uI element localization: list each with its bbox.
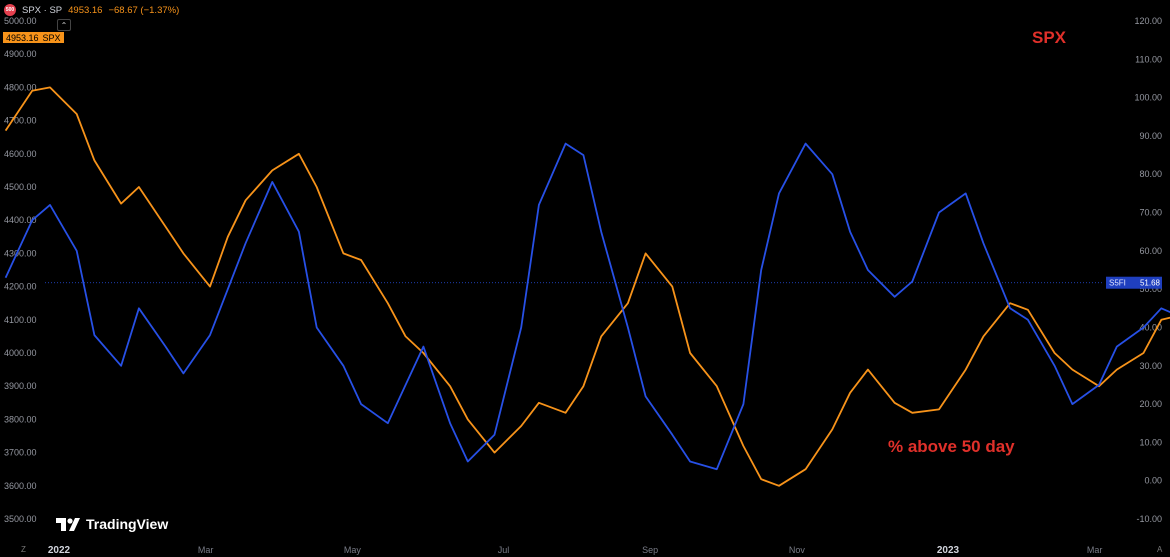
left-tick-label: 4700.00 [4,116,37,126]
left-tick-label: 4400.00 [4,215,37,225]
right-axis: 120.00 110.00 100.00 90.00 80.00 70.00 60.00 50… [1134,16,1162,524]
collapse-legend-button[interactable]: ⌃ [57,19,71,31]
brand-name: TradingView [86,516,169,532]
right-tick-label: 0.00 [1144,476,1162,486]
left-axis: 5000.00 4900.00 4800.00 4700.00 4600.00 4500.… [4,16,37,524]
last-value-box [1106,276,1162,289]
last-value-label: S5FI 51.68 [1106,276,1162,289]
left-tick-label: 5000.00 [4,16,37,26]
x-tick-label: Mar [198,545,214,555]
x-tick-label: 2023 [937,545,960,556]
pct-annotation: % above 50 day [888,437,1015,456]
tradingview-logo[interactable]: TradingView [56,516,168,532]
price-tag-value: 4953.16 [6,32,39,43]
spx-annotation: SPX [1032,28,1067,47]
right-tick-label: 120.00 [1134,16,1162,26]
x-tick-label: 2022 [48,545,71,556]
right-tick-label: -10.00 [1136,514,1162,524]
header-change: −68.67 (−1.37%) [108,4,180,16]
left-tick-label: 3600.00 [4,481,37,491]
left-tick-label: 3800.00 [4,414,37,424]
right-tick-label: 20.00 [1139,399,1162,409]
last-value-name: S5FI [1109,279,1126,288]
x-tick-label: Sep [642,545,658,555]
left-tick-label: 3700.00 [4,448,37,458]
right-tick-label: 90.00 [1139,131,1162,141]
tradingview-icon [56,517,80,531]
left-tick-label: 3900.00 [4,381,37,391]
price-tag-symbol: SPX [42,32,61,43]
left-tick-label: 3500.00 [4,514,37,524]
right-tick-label: 100.00 [1134,93,1162,103]
right-tick-label: 70.00 [1139,208,1162,218]
chevron-up-icon: ⌃ [60,20,68,30]
header-price: 4953.16 [68,4,103,16]
left-tick-label: 4100.00 [4,315,37,325]
left-tick-label: 4300.00 [4,248,37,258]
x-tick-label: May [344,545,362,555]
left-tick-label: 4600.00 [4,149,37,159]
x-tick-label: Nov [789,545,806,555]
sp500-logo-icon: 500 [4,4,16,16]
left-tick-label: 4900.00 [4,49,37,59]
right-tick-label: 50.00 [1139,284,1162,294]
left-tick-label: 4500.00 [4,182,37,192]
left-tick-label: 4800.00 [4,82,37,92]
right-corner-label[interactable]: A [1157,545,1163,554]
right-tick-label: 40.00 [1139,322,1162,332]
x-tick-label: Mar [1087,545,1103,555]
symbol-name[interactable]: SPX · SP [22,4,63,16]
left-corner-label[interactable]: Z [21,545,26,554]
x-axis: 2022MarMayJulSepNov2023MarMayJulSepNov20… [48,545,1103,556]
left-tick-label: 4200.00 [4,282,37,292]
x-tick-label: Jul [498,545,510,555]
right-tick-label: 110.00 [1135,54,1162,64]
right-tick-label: 80.00 [1139,169,1162,179]
last-value-text: 51.68 [1140,279,1161,288]
series-group [4,86,1170,487]
current-price-tag: 4953.16 SPX [3,32,64,43]
right-tick-label: 30.00 [1139,361,1162,371]
right-tick-label: 60.00 [1139,246,1162,256]
spx-series-line [4,86,1170,487]
left-tick-label: 4000.00 [4,348,37,358]
chart-header: 500 SPX · SP 4953.16 −68.67 (−1.37%) [4,3,179,17]
s5fi-series-line [4,142,1170,471]
right-tick-label: 10.00 [1139,437,1162,447]
